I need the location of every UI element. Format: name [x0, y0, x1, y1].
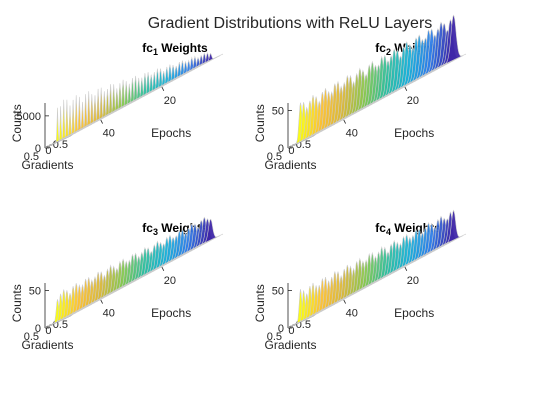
count-tick-label: 50	[29, 286, 41, 298]
count-tick-label: 50	[272, 106, 284, 118]
gradients-axis-label: Gradients	[264, 338, 316, 352]
gradient-tick-label: -0.5	[49, 139, 68, 151]
subplot-title-subscript: 2	[386, 47, 391, 57]
epoch-tick-mark	[404, 86, 408, 91]
epoch-tick-label: 20	[407, 275, 419, 287]
subplot-title-main: fc	[142, 221, 153, 235]
gradient-tick-label: 0.5	[24, 331, 39, 343]
epoch-tick-label: 40	[103, 308, 115, 320]
count-tick-label: 5000	[17, 111, 41, 123]
epoch-tick-mark	[404, 266, 408, 271]
gradient-tick-label: -0.5	[292, 319, 311, 331]
count-tick-label: 50	[272, 286, 284, 298]
epoch-tick-label: 40	[346, 128, 358, 140]
epochs-axis-label: Epochs	[151, 126, 191, 140]
epochs-axis-label: Epochs	[394, 306, 434, 320]
epoch-tick-mark	[343, 299, 346, 304]
epoch-slice	[440, 209, 467, 247]
count-tick-label: 0	[278, 143, 284, 155]
count-tick-label: 0	[35, 143, 41, 155]
count-tick-label: 0	[278, 323, 284, 335]
gradients-axis-label: Gradients	[21, 338, 73, 352]
epoch-tick-mark	[100, 119, 103, 124]
epoch-slice	[197, 52, 224, 67]
counts-axis-label: Counts	[253, 284, 267, 322]
gradient-tick-label: 0	[45, 145, 51, 157]
histogram-slices	[287, 209, 467, 329]
subplot-title-main: fc	[375, 221, 386, 235]
epoch-tick-label: 20	[164, 275, 176, 287]
epoch-tick-label: 20	[164, 95, 176, 107]
subplot-title-main: fc	[142, 41, 153, 55]
subplot-title-rest: Weights	[158, 41, 208, 55]
epoch-tick-mark	[343, 119, 346, 124]
epoch-slice	[440, 14, 467, 67]
subplot-title-subscript: 4	[386, 227, 391, 237]
gradient-tick-label: 0	[288, 145, 294, 157]
counts-axis-label: Counts	[10, 104, 24, 142]
gradient-tick-label: 0	[288, 325, 294, 337]
gradient-tick-label: 0.5	[24, 151, 39, 163]
subplot-2: fc2 Weights0500.50-0.54020CountsGradient…	[253, 14, 467, 172]
gradient-tick-label: 0	[45, 325, 51, 337]
epoch-tick-label: 40	[346, 308, 358, 320]
epoch-slice	[197, 218, 224, 247]
gradient-tick-label: -0.5	[49, 319, 68, 331]
counts-axis-label: Counts	[10, 284, 24, 322]
subplot-title-main: fc	[375, 41, 386, 55]
epochs-axis-label: Epochs	[151, 306, 191, 320]
histogram-slices	[44, 51, 224, 149]
figure-title: Gradient Distributions with ReLU Layers	[148, 15, 433, 32]
subplot-title: fc1 Weights	[142, 41, 208, 57]
gradient-tick-label: 0.5	[267, 331, 282, 343]
count-tick-label: 0	[35, 323, 41, 335]
epoch-tick-label: 40	[103, 128, 115, 140]
epoch-tick-mark	[161, 86, 165, 91]
subplot-title-subscript: 3	[153, 227, 158, 237]
epoch-tick-label: 20	[407, 95, 419, 107]
epoch-tick-mark	[161, 266, 165, 271]
epoch-tick-mark	[100, 299, 103, 304]
histogram-slices	[287, 14, 467, 149]
gradient-tick-label: 0.5	[267, 151, 282, 163]
histogram-slices	[44, 216, 224, 329]
epochs-axis-label: Epochs	[394, 126, 434, 140]
gradients-axis-label: Gradients	[264, 158, 316, 172]
gradients-axis-label: Gradients	[21, 158, 73, 172]
counts-axis-label: Counts	[253, 104, 267, 142]
subplot-title-subscript: 1	[153, 47, 158, 57]
